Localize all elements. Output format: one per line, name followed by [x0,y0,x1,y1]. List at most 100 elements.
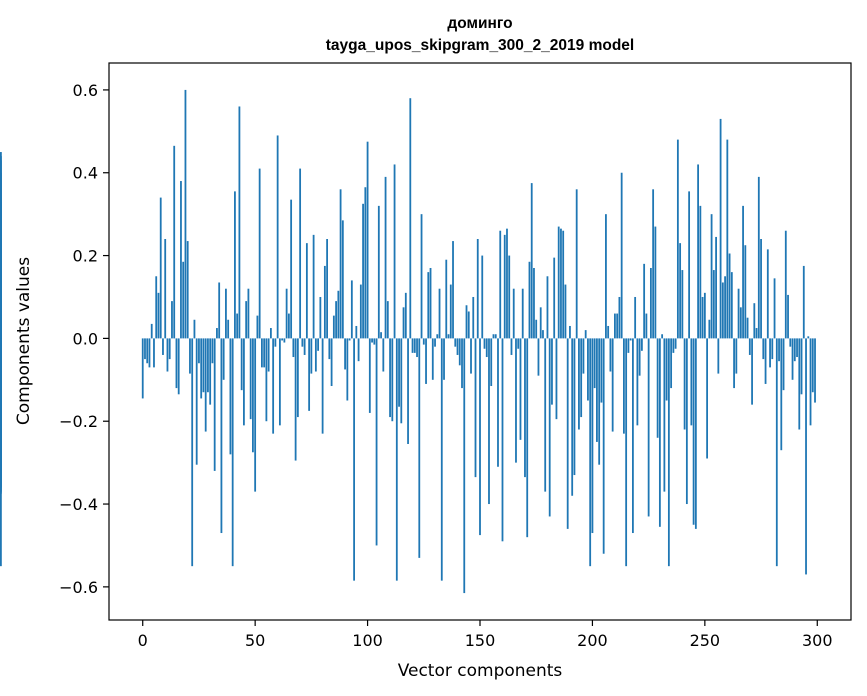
bar-159 [499,230,502,339]
bar-113 [395,338,398,581]
bar-71 [301,338,304,347]
bar-297 [809,338,812,426]
y-tick-label: 0.0 [73,329,98,348]
bar-245 [692,338,695,525]
bar-171 [526,338,529,538]
bar-128 [429,267,432,339]
bar-50 [254,338,257,492]
bar-119 [409,98,412,339]
y-tick-label: 0.2 [73,247,98,266]
bar-74 [308,338,311,411]
bar-9 [162,338,164,355]
bar-184 [555,338,558,420]
bar-70 [299,168,302,339]
bar-285 [782,338,785,391]
bar-33 [216,328,218,339]
bar-10 [164,239,167,339]
bar-146 [470,338,472,374]
bar-42 [236,313,239,339]
bar-211 [616,313,619,339]
bar-282 [775,338,778,567]
bar-280 [771,338,774,360]
bar-161 [503,234,506,339]
bar-21 [189,338,191,374]
bar-235 [670,338,673,389]
bar-225 [647,338,650,517]
bar-81 [323,265,326,339]
bar-114 [398,338,400,407]
bar-14 [173,145,176,339]
bar-45 [243,338,245,426]
bar-185 [557,226,560,339]
bar-103 [373,338,376,345]
bar-208 [609,338,612,372]
bar-82 [326,239,328,339]
bar-58 [272,338,275,434]
bar-28 [204,338,207,432]
bar-210 [614,313,616,339]
bar-220 [636,338,639,426]
bar-240 [681,270,684,339]
bar-293 [800,338,803,395]
bar-147 [472,296,475,339]
bar-15 [175,338,178,389]
bar-11 [166,338,169,372]
bar-242 [685,338,688,505]
bar-152 [483,338,486,349]
bar-129 [431,338,434,380]
bar-236 [672,338,675,353]
bar-24 [195,338,198,465]
x-tick-label: 150 [465,631,496,650]
bar-100 [366,141,369,339]
x-tick-label: 200 [577,631,608,650]
bar-65 [287,313,290,339]
bar-250 [703,292,706,339]
bar-174 [533,267,535,339]
bar-132 [438,288,441,339]
bar-1 [144,338,146,360]
bar-104 [375,338,378,546]
bar-291 [796,338,798,358]
bar-undefined [0,325,2,339]
bar-165 [512,288,515,339]
bar-276 [762,338,765,360]
bar-96 [357,338,360,362]
bar-46 [245,301,248,339]
y-tick-label: −0.6 [59,578,98,597]
bar-213 [620,172,623,339]
bar-32 [213,338,216,471]
bar-101 [368,338,371,413]
bar-4 [150,323,153,339]
bar-86 [335,301,337,339]
bar-254 [712,270,715,339]
bar-229 [656,338,659,438]
bar-188 [564,284,567,339]
bar-204 [600,338,603,403]
bar-72 [303,338,306,355]
bar-142 [461,338,463,389]
bar-93 [350,280,353,339]
chart-title: доминго [447,15,512,32]
bar-233 [665,338,668,401]
bar-2 [146,338,149,364]
bar-125 [422,338,425,345]
bar-219 [634,296,637,339]
bar-157 [494,334,497,339]
y-tick-label: −0.2 [59,412,98,431]
bar-105 [377,205,380,339]
bar-126 [425,338,427,384]
bar-121 [413,338,416,353]
bar-274 [757,176,760,339]
bar-249 [701,296,704,339]
bar-189 [566,338,569,529]
bar-257 [719,118,722,339]
bar-111 [391,338,394,422]
bar-263 [733,338,735,389]
bar-290 [793,338,796,362]
x-tick-label: 300 [802,631,833,650]
bar-158 [497,338,499,467]
bar-undefined [0,338,2,358]
bar-206 [605,214,607,339]
bar-168 [519,338,522,440]
bar-133 [440,338,443,581]
